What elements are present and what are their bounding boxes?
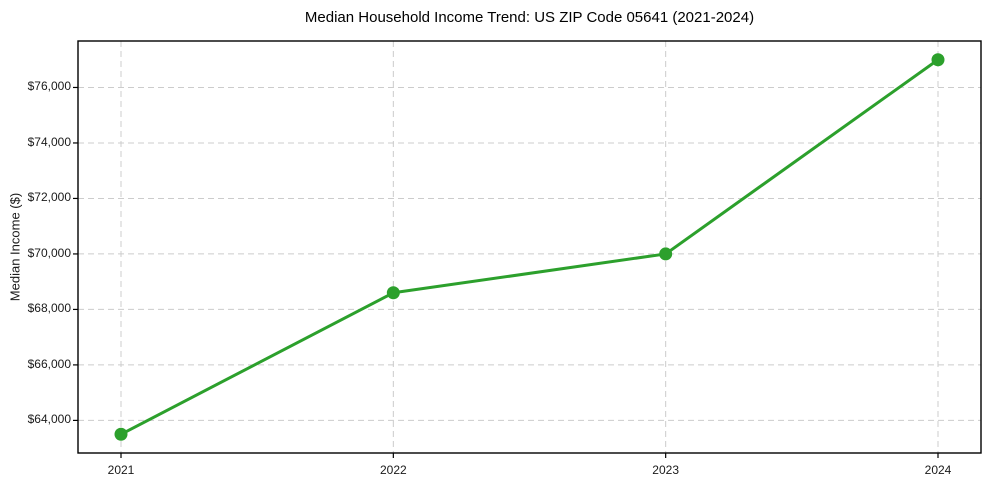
y-tick-label: $64,000 (27, 412, 71, 427)
y-tick-label: $76,000 (27, 79, 71, 94)
data-point-2022 (386, 286, 400, 300)
y-tick-label: $74,000 (27, 134, 71, 149)
chart-title: Median Household Income Trend: US ZIP Co… (304, 9, 755, 26)
data-point-2023 (659, 247, 673, 261)
y-tick-label: $70,000 (27, 245, 71, 260)
data-point-2021 (114, 427, 128, 441)
y-tick-label: $72,000 (27, 190, 71, 205)
x-tick-label: 2022 (379, 463, 407, 477)
plot-border (77, 40, 982, 454)
x-tick-label: 2024 (924, 463, 952, 477)
income-trend-line (119, 58, 940, 436)
x-tick-label: 2021 (107, 463, 135, 477)
data-point-2024 (931, 53, 945, 67)
y-tick-label: $66,000 (27, 356, 71, 371)
y-tick-label: $68,000 (27, 301, 71, 316)
x-tick-label: 2023 (652, 463, 679, 477)
